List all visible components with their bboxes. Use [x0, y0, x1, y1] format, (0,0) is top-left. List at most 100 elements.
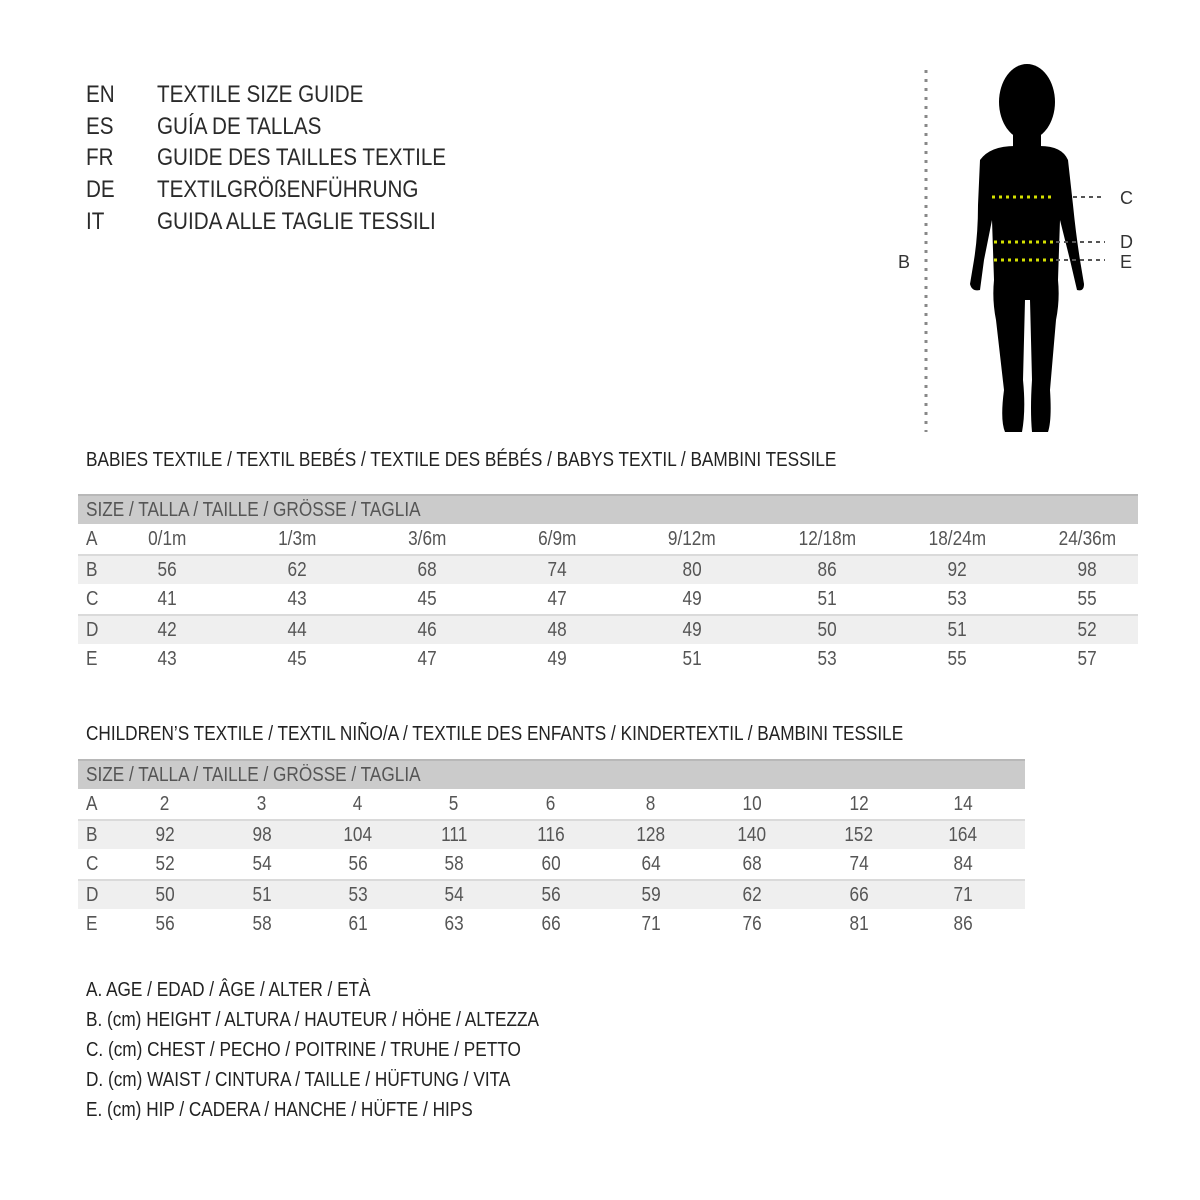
cell-value: 74	[849, 853, 869, 875]
cell-value: 51	[682, 648, 702, 670]
cell-value: 86	[817, 559, 837, 581]
table-cell: 3	[222, 789, 302, 819]
table-cell: 56	[511, 881, 591, 909]
table-row: A 2 3 4 5 6 8 10 12 14	[78, 789, 1025, 819]
table-cell: 41	[127, 584, 207, 614]
table-cell: 86	[923, 909, 1003, 939]
cell-value: 52	[155, 853, 175, 875]
cell-value: 128	[636, 824, 666, 846]
cell-value: 54	[252, 853, 272, 875]
cell-value: 18/24m	[928, 528, 986, 550]
table-cell: 54	[222, 849, 302, 879]
table-cell: 50	[125, 881, 205, 909]
table-row: A 0/1m 1/3m 3/6m 6/9m 9/12m 12/18m 18/24m 24/36m	[78, 524, 1138, 554]
cell-value: 61	[348, 913, 368, 935]
language-code: FR	[86, 144, 114, 171]
cell-value: 3	[257, 793, 267, 815]
cell-value: 4	[353, 793, 363, 815]
cell-value: 140	[737, 824, 767, 846]
table-cell: 62	[712, 881, 792, 909]
child-silhouette-figure: B C D E	[898, 64, 1133, 432]
table-row: D 50 51 53 54 56 59 62 66 71	[78, 879, 1025, 909]
legend-item: D. (cm) WAIST / CINTURA / TAILLE / HÜFTU…	[86, 1065, 579, 1095]
table-cell: 43	[257, 584, 337, 614]
table-cell: 5	[414, 789, 494, 819]
table-row: C 52 54 56 58 60 64 68 74 84	[78, 849, 1025, 879]
table-cell: 47	[387, 644, 467, 674]
table-cell: 52	[1047, 616, 1127, 644]
cell-value: 81	[849, 913, 869, 935]
cell-value: 49	[547, 648, 567, 670]
table-cell: 116	[511, 821, 591, 849]
table-cell: 92	[125, 821, 205, 849]
cell-value: 0/1m	[147, 528, 187, 550]
table-cell: 51	[917, 616, 997, 644]
cell-value: 63	[444, 913, 464, 935]
legend-item: E. (cm) HIP / CADERA / HANCHE / HÜFTE / …	[86, 1095, 536, 1125]
table-cell: 53	[787, 644, 867, 674]
guide-title: GUÍA DE TALLAS	[157, 113, 322, 140]
cell-value: 84	[953, 853, 973, 875]
table-cell: 61	[318, 909, 398, 939]
row-label: E	[86, 648, 98, 670]
label-c: C	[1120, 188, 1133, 208]
cell-value: 45	[287, 648, 307, 670]
cell-value: 55	[947, 648, 967, 670]
table-cell: 54	[414, 881, 494, 909]
row-label: E	[86, 913, 98, 935]
cell-value: 8	[646, 793, 656, 815]
cell-value: 47	[547, 588, 567, 610]
silhouette-icon	[970, 64, 1084, 432]
cell-value: 10	[742, 793, 762, 815]
cell-value: 51	[817, 588, 837, 610]
row-label: B	[86, 824, 98, 846]
table-cell: 68	[387, 556, 467, 584]
table-cell: 56	[125, 909, 205, 939]
cell-value: 51	[252, 884, 272, 906]
table-cell: 53	[318, 881, 398, 909]
table-cell: 6/9m	[517, 524, 597, 554]
cell-value: 56	[155, 913, 175, 935]
legend-item: C. (cm) CHEST / PECHO / POITRINE / TRUHE…	[86, 1035, 592, 1065]
size-header-label: SIZE / TALLA / TAILLE / GRÖSSE / TAGLIA	[86, 764, 421, 786]
table-cell: 60	[511, 849, 591, 879]
table-cell: 84	[923, 849, 1003, 879]
cell-value: 60	[541, 853, 561, 875]
table-cell: 55	[1047, 584, 1127, 614]
cell-value: 43	[157, 648, 177, 670]
cell-value: 66	[849, 884, 869, 906]
table-cell: 86	[787, 556, 867, 584]
table-cell: 0/1m	[127, 524, 207, 554]
cell-value: 54	[444, 884, 464, 906]
size-header-row: SIZE / TALLA / TAILLE / GRÖSSE / TAGLIA	[78, 759, 1025, 789]
cell-value: 53	[817, 648, 837, 670]
cell-value: 55	[1077, 588, 1097, 610]
row-label: A	[86, 793, 98, 815]
table-cell: 49	[652, 616, 732, 644]
cell-value: 68	[417, 559, 437, 581]
cell-value: 24/36m	[1058, 528, 1116, 550]
table-cell: 8	[611, 789, 691, 819]
table-cell: 3/6m	[387, 524, 467, 554]
cell-value: 152	[844, 824, 874, 846]
row-label: A	[86, 528, 98, 550]
table-cell: 111	[414, 821, 494, 849]
table-cell: 51	[652, 644, 732, 674]
cell-value: 56	[348, 853, 368, 875]
table-cell: 43	[127, 644, 207, 674]
cell-value: 56	[157, 559, 177, 581]
table-cell: 46	[387, 616, 467, 644]
cell-value: 42	[157, 619, 177, 641]
cell-value: 12/18m	[798, 528, 856, 550]
row-label: C	[86, 853, 99, 875]
table-cell: 50	[787, 616, 867, 644]
cell-value: 74	[547, 559, 567, 581]
table-cell: 44	[257, 616, 337, 644]
table-row: E 56 58 61 63 66 71 76 81 86	[78, 909, 1025, 939]
label-e: E	[1120, 252, 1132, 272]
row-label: B	[86, 559, 98, 581]
cell-value: 64	[641, 853, 661, 875]
cell-value: 14	[953, 793, 973, 815]
row-label: D	[86, 619, 99, 641]
legend-item: A. AGE / EDAD / ÂGE / ALTER / ETÀ	[86, 975, 417, 1005]
